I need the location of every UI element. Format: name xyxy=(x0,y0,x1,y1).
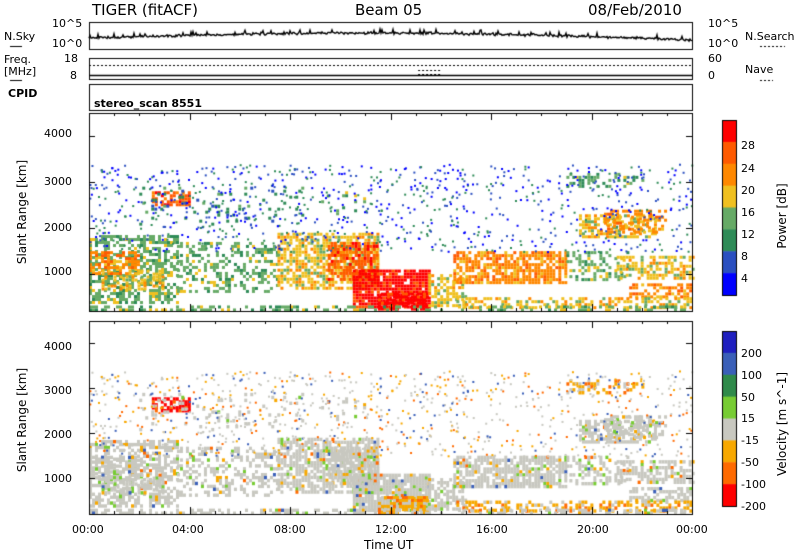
nsearch-label: N.Search xyxy=(745,30,795,43)
vel-cbar-tick-m15: -15 xyxy=(741,434,759,447)
noise-left-tick-top: 10^5 xyxy=(52,17,83,30)
power-ytick-4000: 4000 xyxy=(44,127,72,140)
nave-right-tick-top: 60 xyxy=(708,52,722,65)
xtick-2: 08:00 xyxy=(274,523,306,536)
xtick-1: 04:00 xyxy=(172,523,204,536)
nsky-label: N.Sky xyxy=(4,30,36,43)
vel-cbar-tick-m100: -100 xyxy=(741,478,766,491)
freq-left-tick-bottom: 8 xyxy=(70,69,77,82)
vel-ylabel: Slant Range [km] xyxy=(15,367,29,473)
cpid-name: stereo_scan 8551 xyxy=(94,97,202,110)
date-label: 08/Feb/2010 xyxy=(588,1,682,19)
power-cbar-label: Power [dB] xyxy=(775,183,789,249)
vel-ytick-1000: 1000 xyxy=(44,472,72,485)
xtick-5: 20:00 xyxy=(577,523,609,536)
vel-cbar-label: Velocity [m s^-1] xyxy=(775,371,789,477)
power-cbar-tick-24: 24 xyxy=(741,162,755,175)
power-ylabel: Slant Range [km] xyxy=(15,159,29,265)
vel-cbar-tick-m50: -50 xyxy=(741,456,759,469)
vel-ytick-3000: 3000 xyxy=(44,384,72,397)
nave-right-tick-bottom: 0 xyxy=(708,69,715,82)
power-ytick-1000: 1000 xyxy=(44,265,72,278)
power-cbar-tick-8: 8 xyxy=(741,250,748,263)
xtick-6: 00:00 xyxy=(676,523,708,536)
noise-right-tick-bottom: 10^0 xyxy=(708,37,739,50)
freq-unit-label: [MHz] xyxy=(4,65,37,78)
power-cbar-tick-16: 16 xyxy=(741,206,755,219)
radar-title: TIGER (fitACF) xyxy=(92,1,199,19)
vel-ytick-2000: 2000 xyxy=(44,428,72,441)
cpid-label: CPID xyxy=(8,87,38,100)
power-cbar-tick-20: 20 xyxy=(741,184,755,197)
vel-cbar-tick-m200: -200 xyxy=(741,500,766,513)
xlabel: Time UT xyxy=(364,538,414,552)
vel-cbar-tick-100: 100 xyxy=(741,369,762,382)
vel-cbar-tick-200: 200 xyxy=(741,347,762,360)
power-ytick-3000: 3000 xyxy=(44,175,72,188)
power-cbar-tick-28: 28 xyxy=(741,139,755,152)
xtick-3: 12:00 xyxy=(375,523,407,536)
xtick-0: 00:00 xyxy=(72,523,104,536)
power-cbar-tick-12: 12 xyxy=(741,228,755,241)
noise-left-tick-bottom: 10^0 xyxy=(52,37,83,50)
power-cbar-tick-4: 4 xyxy=(741,272,748,285)
vel-ytick-4000: 4000 xyxy=(44,340,72,353)
freq-label: Freq. xyxy=(4,53,32,66)
power-ytick-2000: 2000 xyxy=(44,221,72,234)
vel-cbar-tick-15: 15 xyxy=(741,412,755,425)
noise-right-tick-top: 10^5 xyxy=(708,17,739,30)
freq-left-tick-top: 18 xyxy=(64,52,78,65)
vel-cbar-tick-50: 50 xyxy=(741,391,755,404)
beam-label: Beam 05 xyxy=(355,1,423,19)
xtick-4: 16:00 xyxy=(476,523,508,536)
nave-label: Nave xyxy=(745,63,774,76)
